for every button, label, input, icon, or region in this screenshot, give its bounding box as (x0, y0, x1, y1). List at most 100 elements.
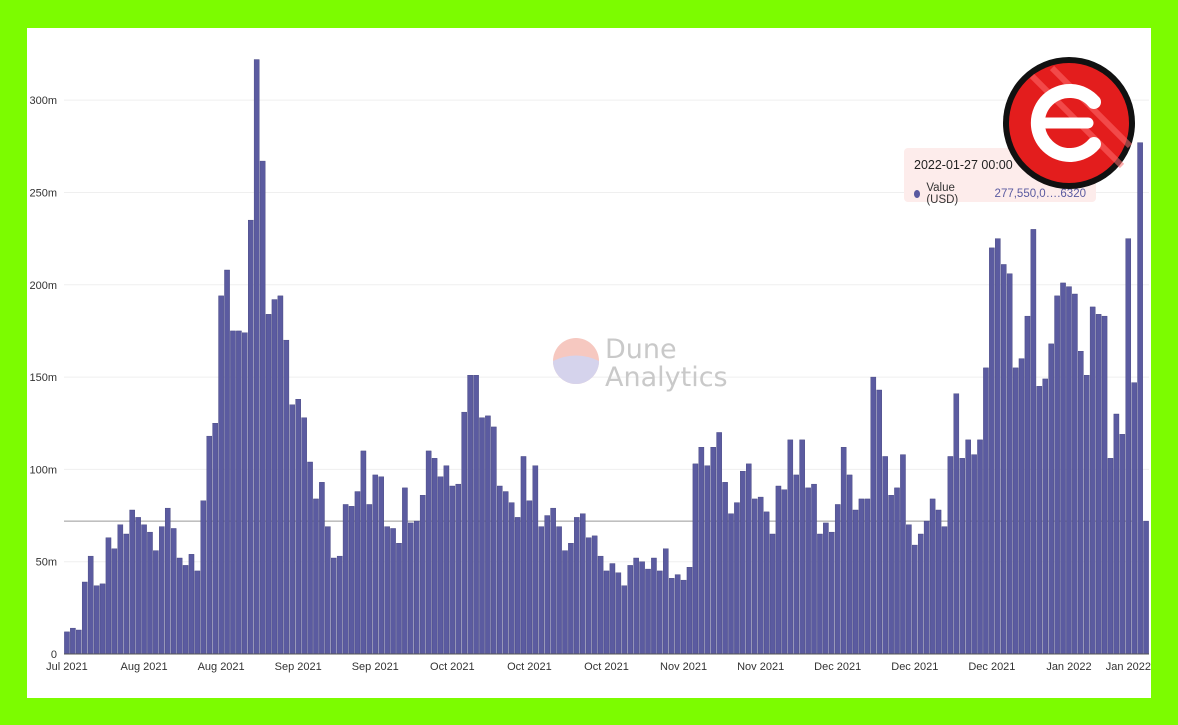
bar[interactable] (147, 531, 153, 655)
bar[interactable] (977, 439, 983, 655)
bar[interactable] (763, 511, 770, 655)
bar[interactable] (965, 439, 971, 655)
bar[interactable] (716, 432, 722, 655)
bar[interactable] (959, 458, 965, 655)
bar[interactable] (829, 531, 835, 655)
bar[interactable] (76, 629, 82, 655)
bar[interactable] (532, 465, 539, 655)
bar[interactable] (680, 579, 687, 655)
bar[interactable] (906, 524, 912, 655)
bar[interactable] (852, 509, 859, 655)
bar[interactable] (1012, 367, 1019, 655)
bar[interactable] (431, 458, 438, 655)
bar[interactable] (1054, 295, 1060, 655)
bar[interactable] (574, 517, 580, 655)
bar[interactable] (1078, 351, 1084, 655)
bar[interactable] (164, 507, 171, 655)
bar[interactable] (301, 417, 307, 655)
bar[interactable] (414, 520, 420, 655)
bar[interactable] (93, 585, 100, 655)
bar[interactable] (947, 456, 954, 655)
bar[interactable] (657, 570, 663, 655)
bar[interactable] (1024, 315, 1031, 655)
bar[interactable] (520, 456, 527, 655)
bar[interactable] (757, 496, 764, 655)
bar[interactable] (455, 483, 462, 655)
bar[interactable] (769, 533, 776, 655)
bar[interactable] (461, 411, 467, 655)
bar[interactable] (1143, 520, 1149, 655)
bar[interactable] (159, 526, 165, 655)
bar[interactable] (336, 555, 343, 655)
bar[interactable] (989, 247, 995, 655)
bar[interactable] (99, 583, 106, 655)
bar[interactable] (995, 238, 1001, 655)
bar[interactable] (876, 389, 882, 655)
bar[interactable] (900, 454, 906, 655)
bar[interactable] (609, 563, 616, 655)
bar[interactable] (597, 555, 604, 655)
bar[interactable] (692, 463, 699, 655)
bar[interactable] (1060, 282, 1066, 655)
bar[interactable] (473, 375, 479, 655)
bar[interactable] (633, 557, 639, 655)
bar[interactable] (277, 295, 284, 655)
bar[interactable] (289, 404, 296, 655)
bar[interactable] (781, 489, 788, 655)
bar[interactable] (508, 502, 515, 655)
bar[interactable] (64, 631, 70, 655)
bar[interactable] (497, 485, 503, 655)
bar[interactable] (123, 533, 130, 655)
bar[interactable] (1113, 413, 1120, 655)
bar[interactable] (1042, 378, 1049, 655)
bar[interactable] (271, 299, 278, 655)
bar[interactable] (686, 567, 693, 655)
bar[interactable] (639, 561, 645, 655)
bar[interactable] (467, 375, 473, 655)
bar[interactable] (265, 314, 272, 655)
bar[interactable] (775, 485, 782, 655)
bar[interactable] (1018, 358, 1025, 655)
bar[interactable] (188, 554, 195, 655)
bar[interactable] (698, 447, 705, 655)
bar[interactable] (408, 522, 414, 655)
bar[interactable] (1119, 434, 1126, 655)
bar[interactable] (663, 548, 669, 655)
bar[interactable] (1030, 229, 1037, 655)
bar[interactable] (740, 471, 746, 655)
bar[interactable] (372, 474, 379, 655)
bar[interactable] (206, 435, 213, 655)
bar[interactable] (1125, 238, 1132, 655)
bar[interactable] (117, 524, 124, 655)
bar[interactable] (817, 533, 823, 655)
bar[interactable] (953, 393, 960, 655)
bar[interactable] (603, 570, 610, 655)
bar[interactable] (485, 415, 491, 655)
bar[interactable] (710, 447, 716, 655)
bar[interactable] (70, 627, 76, 655)
bar[interactable] (1036, 386, 1043, 655)
bar[interactable] (923, 520, 930, 655)
bar[interactable] (1000, 264, 1007, 655)
bar[interactable] (917, 533, 924, 655)
bar[interactable] (858, 498, 865, 655)
bar[interactable] (354, 491, 361, 655)
bar[interactable] (1048, 343, 1054, 655)
bar[interactable] (425, 450, 432, 655)
bar[interactable] (870, 376, 877, 655)
bar[interactable] (846, 474, 853, 655)
bar[interactable] (645, 568, 651, 655)
bar[interactable] (253, 59, 260, 655)
bar[interactable] (242, 332, 248, 655)
bar[interactable] (1072, 293, 1078, 655)
bar[interactable] (580, 513, 586, 655)
bar[interactable] (526, 500, 533, 655)
bar[interactable] (236, 330, 242, 655)
bar[interactable] (734, 502, 740, 655)
bar[interactable] (141, 524, 147, 655)
bar[interactable] (437, 476, 444, 655)
bar[interactable] (983, 367, 989, 655)
bar[interactable] (1137, 142, 1143, 655)
bar[interactable] (1101, 315, 1108, 655)
bar[interactable] (556, 526, 562, 655)
